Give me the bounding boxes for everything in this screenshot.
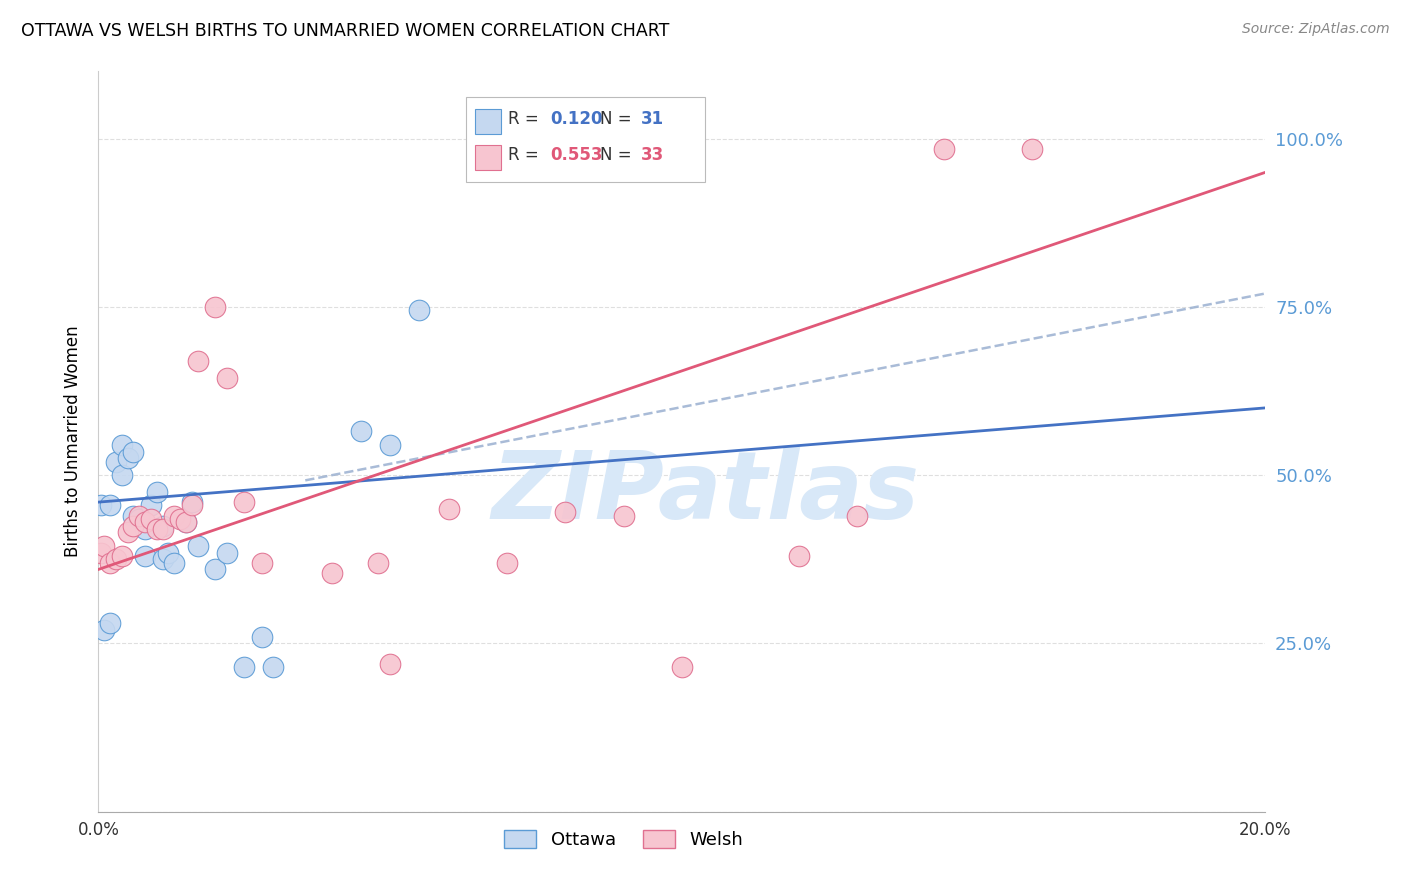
Legend: Ottawa, Welsh: Ottawa, Welsh	[495, 821, 752, 858]
Point	[496, 142, 519, 156]
Text: R =: R =	[508, 146, 544, 164]
Point	[934, 142, 956, 156]
Point	[846, 508, 869, 523]
Point	[157, 546, 180, 560]
Point	[146, 522, 169, 536]
Point	[104, 455, 127, 469]
Text: OTTAWA VS WELSH BIRTHS TO UNMARRIED WOMEN CORRELATION CHART: OTTAWA VS WELSH BIRTHS TO UNMARRIED WOME…	[21, 22, 669, 40]
Text: ZIPatlas: ZIPatlas	[491, 448, 920, 540]
Point	[250, 556, 273, 570]
Point	[204, 562, 226, 576]
Point	[104, 552, 127, 566]
Point	[163, 556, 186, 570]
Point	[233, 495, 256, 509]
FancyBboxPatch shape	[475, 145, 501, 169]
FancyBboxPatch shape	[475, 109, 501, 135]
Point	[134, 549, 156, 563]
Y-axis label: Births to Unmarried Women: Births to Unmarried Women	[63, 326, 82, 558]
Point	[90, 499, 112, 513]
Point	[180, 499, 202, 513]
Text: N =: N =	[600, 111, 637, 128]
Point	[408, 303, 430, 318]
Point	[350, 425, 373, 439]
Point	[380, 657, 402, 671]
Point	[787, 549, 810, 563]
Point	[122, 444, 145, 458]
Point	[117, 525, 139, 540]
Point	[122, 518, 145, 533]
Point	[321, 566, 343, 580]
Point	[152, 552, 174, 566]
Text: 0.553: 0.553	[550, 146, 603, 164]
Point	[1021, 142, 1043, 156]
Point	[117, 451, 139, 466]
Point	[128, 508, 150, 523]
Point	[93, 539, 115, 553]
Point	[174, 516, 197, 530]
Point	[215, 546, 238, 560]
Point	[262, 660, 284, 674]
Point	[139, 499, 162, 513]
Point	[146, 485, 169, 500]
Point	[128, 512, 150, 526]
Point	[90, 546, 112, 560]
Text: 0.120: 0.120	[550, 111, 603, 128]
Point	[496, 556, 519, 570]
Point	[180, 495, 202, 509]
Point	[215, 370, 238, 384]
Point	[612, 508, 634, 523]
Text: N =: N =	[600, 146, 637, 164]
Point	[367, 556, 389, 570]
Point	[122, 508, 145, 523]
Point	[187, 353, 209, 368]
Text: 33: 33	[641, 146, 664, 164]
Point	[163, 508, 186, 523]
Point	[98, 616, 121, 631]
Point	[204, 300, 226, 314]
Point	[380, 438, 402, 452]
Point	[169, 512, 191, 526]
Text: R =: R =	[508, 111, 544, 128]
Point	[152, 522, 174, 536]
Point	[111, 549, 134, 563]
Point	[554, 505, 576, 519]
Point	[139, 512, 162, 526]
Point	[134, 516, 156, 530]
Point	[111, 468, 134, 483]
Point	[134, 522, 156, 536]
Point	[233, 660, 256, 674]
Point	[671, 660, 693, 674]
Point	[174, 516, 197, 530]
Point	[187, 539, 209, 553]
Point	[250, 630, 273, 644]
Point	[93, 623, 115, 637]
Point	[152, 518, 174, 533]
Point	[98, 499, 121, 513]
Point	[111, 438, 134, 452]
FancyBboxPatch shape	[465, 97, 706, 183]
Point	[98, 556, 121, 570]
Point	[437, 501, 460, 516]
Text: Source: ZipAtlas.com: Source: ZipAtlas.com	[1241, 22, 1389, 37]
Text: 31: 31	[641, 111, 664, 128]
